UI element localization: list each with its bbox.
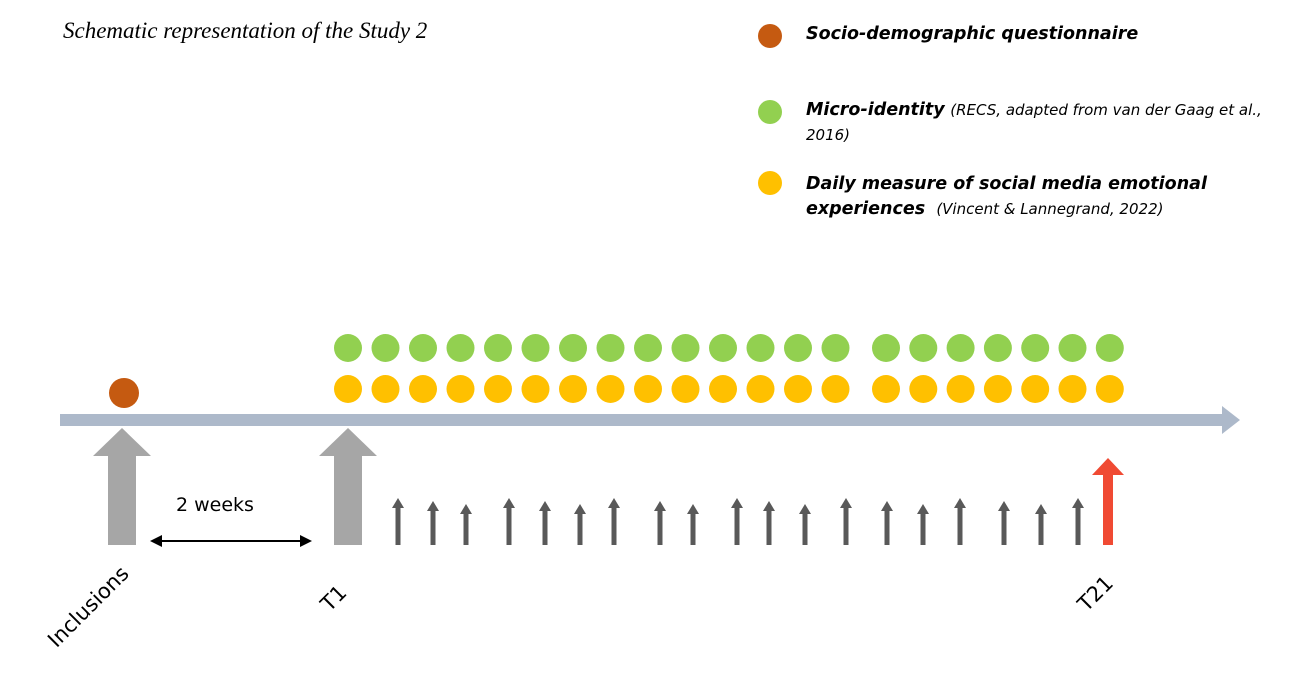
interval-label: 2 weeks <box>176 494 254 516</box>
small-arrow <box>1035 504 1047 545</box>
small-arrow <box>799 504 811 545</box>
interval-head <box>300 535 312 547</box>
green-dot <box>1058 334 1087 362</box>
yellow-dot <box>1095 375 1124 403</box>
green-dot <box>1095 334 1124 362</box>
timeline <box>60 414 1225 426</box>
green-dot <box>1021 334 1050 362</box>
green-dot <box>983 334 1012 362</box>
green-dot <box>709 334 737 362</box>
small-arrow <box>840 498 852 545</box>
green-dot <box>671 334 700 362</box>
inclusion-dot <box>109 378 139 408</box>
green-dot <box>446 334 475 362</box>
legend-label: Socio-demographic questionnaire <box>806 24 1139 44</box>
small-arrow <box>917 504 929 545</box>
small-arrow <box>460 504 472 545</box>
interval-head <box>150 535 162 547</box>
yellow-dot <box>371 375 400 403</box>
yellow-dot <box>1058 375 1087 403</box>
yellow-dot <box>559 375 587 403</box>
green-dot <box>872 334 900 362</box>
small-arrow <box>998 501 1010 545</box>
green-dot <box>559 334 587 362</box>
yellow-dot <box>596 375 625 403</box>
small-arrow <box>539 501 551 545</box>
end-arrow <box>1092 458 1124 545</box>
yellow-dot <box>1021 375 1050 403</box>
green-dot <box>821 334 850 362</box>
daily-dots <box>334 334 1124 403</box>
yellow-dot <box>784 375 812 403</box>
small-arrow <box>574 504 586 545</box>
yellow-dot <box>634 375 662 403</box>
small-arrow <box>954 498 966 545</box>
green-dot <box>409 334 437 362</box>
green-dot <box>634 334 662 362</box>
legend-label: Micro-identity <box>806 100 945 120</box>
legend-source: (Vincent & Lannegrand, 2022) <box>936 200 1164 218</box>
legend-label: Daily measure of social media emotional … <box>806 174 1207 219</box>
yellow-dot <box>872 375 900 403</box>
small-arrow <box>763 501 775 545</box>
legend-item: Socio-demographic questionnaire <box>806 22 1301 47</box>
small-arrow <box>654 501 666 545</box>
yellow-dot <box>334 375 362 403</box>
small-arrow <box>392 498 404 545</box>
big-arrow <box>93 428 151 545</box>
yellow-dot <box>521 375 550 403</box>
green-dot <box>371 334 400 362</box>
green-dot <box>334 334 362 362</box>
daily-arrows <box>392 498 1084 545</box>
yellow-dot <box>746 375 775 403</box>
big-arrow <box>319 428 377 545</box>
title: Schematic representation of the Study 2 <box>63 18 428 43</box>
green-dot <box>484 334 512 362</box>
yellow-dot <box>409 375 437 403</box>
yellow-dot <box>946 375 975 403</box>
green-dot <box>521 334 550 362</box>
green-dot <box>746 334 775 362</box>
yellow-dot <box>709 375 737 403</box>
small-arrow <box>687 504 699 545</box>
legend-source: (RECS, adapted from van der Gaag et al.,… <box>806 101 1262 144</box>
legend-item: Micro-identity (RECS, adapted from van d… <box>806 98 1301 148</box>
small-arrow <box>1072 498 1084 545</box>
yellow-dot <box>671 375 700 403</box>
yellow-dot <box>983 375 1012 403</box>
yellow-dot <box>484 375 512 403</box>
legend-dot <box>758 171 782 195</box>
small-arrow <box>731 498 743 545</box>
small-arrow <box>427 501 439 545</box>
green-dot <box>784 334 812 362</box>
legend-dot <box>758 24 782 48</box>
yellow-dot <box>821 375 850 403</box>
green-dot <box>596 334 625 362</box>
green-dot <box>946 334 975 362</box>
small-arrow <box>503 498 515 545</box>
small-arrow <box>881 501 893 545</box>
small-arrow <box>608 498 620 545</box>
timeline-head <box>1222 406 1240 434</box>
yellow-dot <box>909 375 938 403</box>
legend-dot <box>758 100 782 124</box>
legend-item: Daily measure of social media emotional … <box>806 172 1301 222</box>
green-dot <box>909 334 938 362</box>
yellow-dot <box>446 375 475 403</box>
